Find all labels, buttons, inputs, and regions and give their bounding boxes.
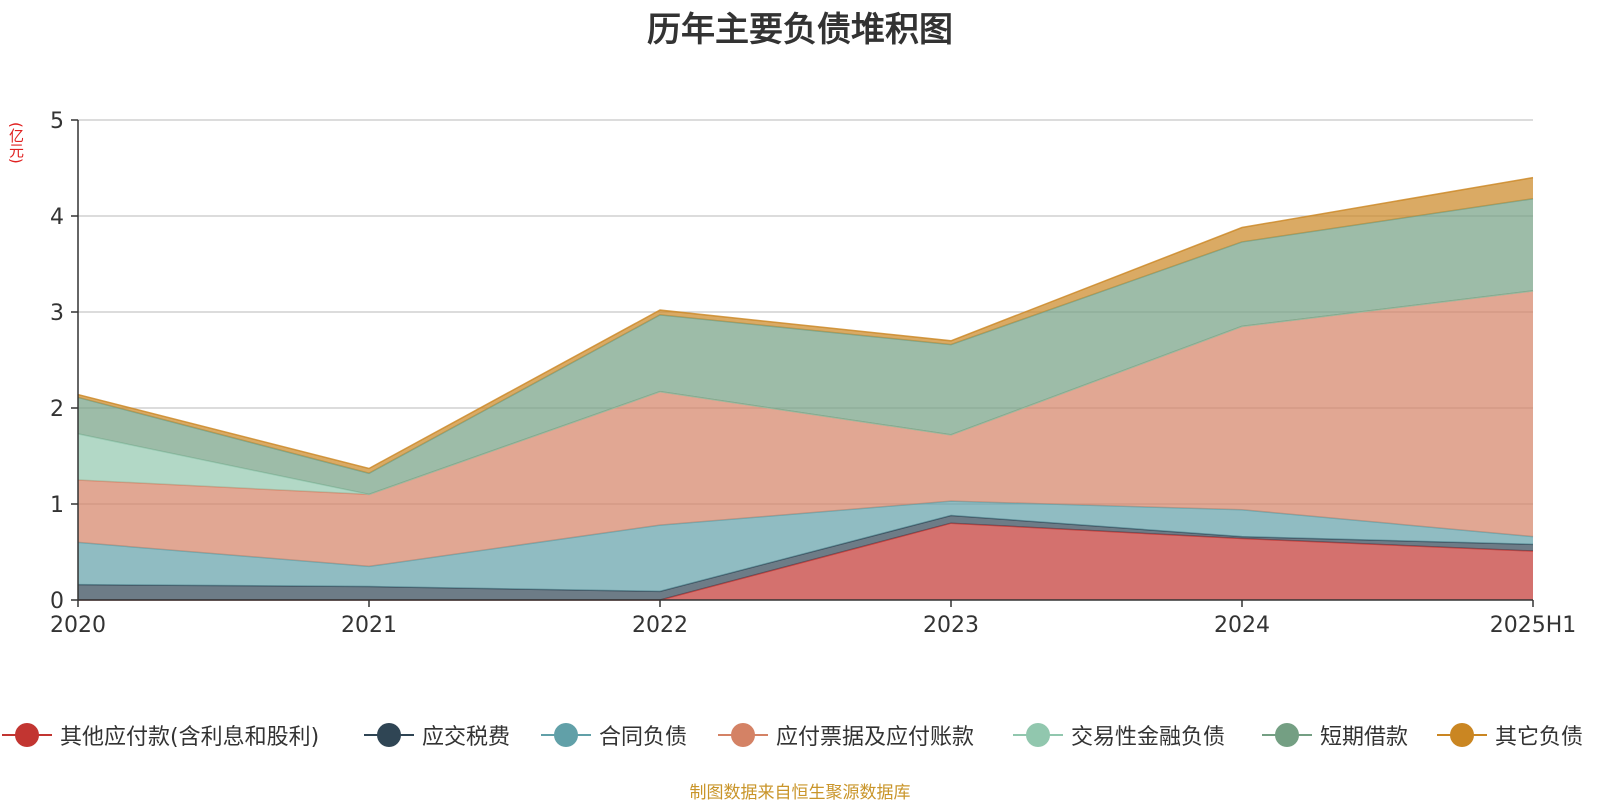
area-series-4 [78, 290, 1533, 495]
stacked-area-chart: 0 1 2 3 4 5 2020 2021 2022 2023 2024 2025H1 [50, 109, 1576, 638]
source-note: 制图数据来自恒生聚源数据库 [689, 783, 911, 803]
legend-label: 短期借款 [1320, 725, 1409, 750]
legend-item[interactable]: 交易性金融负债 [1013, 718, 1225, 752]
legend-label: 应交税费 [422, 725, 511, 750]
legend-label: 应付票据及应付账款 [776, 725, 975, 750]
legend-label: 合同负债 [599, 725, 688, 750]
area-series-1 [78, 515, 1533, 600]
area-series-5 [78, 198, 1533, 495]
legend-item[interactable]: 其它负债 [1437, 718, 1583, 752]
legend-marker-icon [1262, 723, 1312, 747]
area-series-0 [78, 523, 1533, 600]
legend-label: 其他应付款(含利息和股利) [60, 725, 320, 750]
x-tick-label: 2025H1 [1490, 613, 1577, 638]
legend-marker-icon [541, 723, 591, 747]
legend-label: 其它负债 [1495, 725, 1584, 750]
y-tick-label: 1 [50, 493, 64, 518]
x-tick-label: 2022 [632, 613, 688, 638]
y-tick-label: 2 [50, 397, 64, 422]
legend-label: 交易性金融负债 [1071, 725, 1226, 750]
axes: 0 1 2 3 4 5 2020 2021 2022 2023 2024 2025H1 [50, 109, 1576, 638]
area-series-2 [78, 501, 1533, 592]
x-tick-label: 2021 [341, 613, 397, 638]
y-axis-unit-label: (亿元) [7, 122, 25, 164]
legend-marker-icon [1437, 723, 1487, 747]
y-tick-label: 0 [50, 589, 64, 614]
x-tick-label: 2023 [923, 613, 979, 638]
x-tick-label: 2020 [50, 613, 106, 638]
area-series-line-6 [77, 176, 1534, 470]
legend-marker-icon [1013, 723, 1063, 747]
legend-marker-icon [2, 723, 52, 747]
legend-item[interactable]: 其他应付款(含利息和股利) [2, 718, 319, 752]
area-series-layer [77, 176, 1534, 601]
chart-title: 历年主要负债堆积图 [647, 10, 953, 50]
legend-item[interactable]: 短期借款 [1262, 718, 1408, 752]
area-series-3 [78, 290, 1533, 567]
legend-item[interactable]: 应交税费 [364, 718, 510, 752]
y-tick-label: 5 [50, 109, 64, 134]
legend-marker-icon [718, 723, 768, 747]
legend-item[interactable]: 应付票据及应付账款 [718, 718, 974, 752]
legend: 其他应付款(含利息和股利) 应交税费 合同负债 应付票据及应付账款 交易性金融负债 短期借… [0, 718, 1600, 752]
legend-item[interactable]: 合同负债 [541, 718, 687, 752]
y-tick-label: 4 [50, 205, 64, 230]
legend-marker-icon [364, 723, 414, 747]
y-tick-label: 3 [50, 301, 64, 326]
x-tick-label: 2024 [1214, 613, 1270, 638]
